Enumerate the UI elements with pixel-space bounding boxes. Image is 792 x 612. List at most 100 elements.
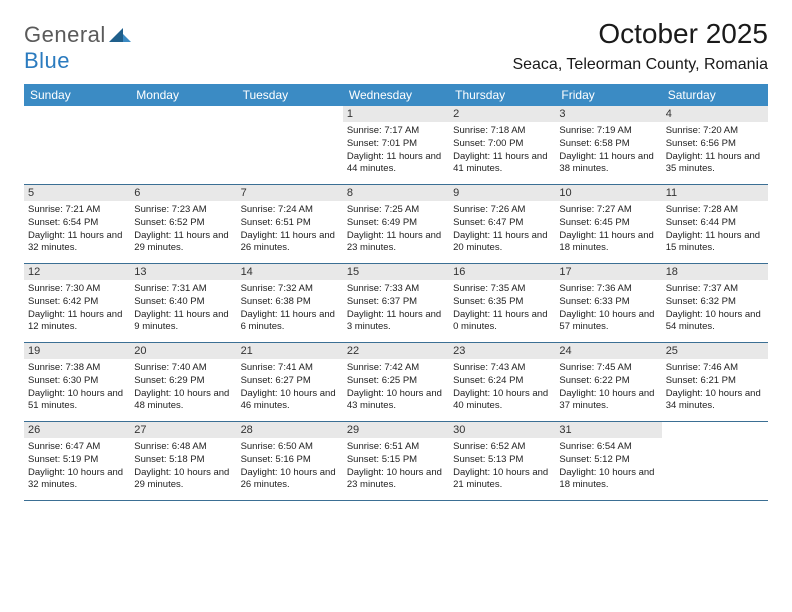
day-number: 25 <box>662 343 768 359</box>
day-number: 23 <box>449 343 555 359</box>
day-number: 21 <box>237 343 343 359</box>
day-number: 2 <box>449 106 555 122</box>
day-number: 8 <box>343 185 449 201</box>
day-number: 27 <box>130 422 236 438</box>
day-number: 1 <box>343 106 449 122</box>
day-cell: 20 Sunrise: 7:40 AMSunset: 6:29 PMDayligh… <box>130 343 236 421</box>
day-number: 18 <box>662 264 768 280</box>
day-number: 26 <box>24 422 130 438</box>
day-header: Tuesday <box>237 84 343 106</box>
month-title: October 2025 <box>512 18 768 50</box>
location: Seaca, Teleorman County, Romania <box>512 56 768 74</box>
day-cell: 11Sunrise: 7:28 AMSunset: 6:44 PMDayligh… <box>662 185 768 263</box>
day-cell: 10 Sunrise: 7:27 AMSunset: 6:45 PMDayligh… <box>555 185 661 263</box>
day-info: Sunrise: 7:23 AMSunset: 6:52 PMDaylight:… <box>134 204 232 255</box>
day-info: Sunrise: 7:27 AMSunset: 6:45 PMDaylight:… <box>559 204 657 255</box>
logo-text: General Blue <box>24 22 131 74</box>
day-cell: 26 Sunrise: 6:47 AMSunset: 5:19 PMDayligh… <box>24 422 130 500</box>
day-header-row: SundayMondayTuesdayWednesdayThursdayFrid… <box>24 84 768 106</box>
logo-triangle-icon <box>109 29 131 46</box>
day-cell <box>130 106 236 184</box>
day-cell: 4 Sunrise: 7:20 AMSunset: 6:56 PMDaylight… <box>662 106 768 184</box>
week-row: 19 Sunrise: 7:38 AMSunset: 6:30 PMDayligh… <box>24 343 768 422</box>
day-number: 28 <box>237 422 343 438</box>
day-cell: 21 Sunrise: 7:41 AMSunset: 6:27 PMDayligh… <box>237 343 343 421</box>
day-info: Sunrise: 6:47 AMSunset: 5:19 PMDaylight:… <box>28 441 126 492</box>
day-header: Monday <box>130 84 236 106</box>
day-number: 30 <box>449 422 555 438</box>
day-number: 19 <box>24 343 130 359</box>
day-cell: 7Sunrise: 7:24 AMSunset: 6:51 PMDaylight… <box>237 185 343 263</box>
day-cell: 31 Sunrise: 6:54 AMSunset: 5:12 PMDayligh… <box>555 422 661 500</box>
day-header: Sunday <box>24 84 130 106</box>
day-number: 12 <box>24 264 130 280</box>
day-cell: 1 Sunrise: 7:17 AMSunset: 7:01 PMDaylight… <box>343 106 449 184</box>
day-info: Sunrise: 7:46 AMSunset: 6:21 PMDaylight:… <box>666 362 764 413</box>
day-cell: 22Sunrise: 7:42 AMSunset: 6:25 PMDayligh… <box>343 343 449 421</box>
day-cell: 25 Sunrise: 7:46 AMSunset: 6:21 PMDayligh… <box>662 343 768 421</box>
day-info: Sunrise: 7:41 AMSunset: 6:27 PMDaylight:… <box>241 362 339 413</box>
day-info: Sunrise: 6:52 AMSunset: 5:13 PMDaylight:… <box>453 441 551 492</box>
day-cell: 16Sunrise: 7:35 AMSunset: 6:35 PMDayligh… <box>449 264 555 342</box>
day-info: Sunrise: 7:40 AMSunset: 6:29 PMDaylight:… <box>134 362 232 413</box>
day-info: Sunrise: 7:18 AMSunset: 7:00 PMDaylight:… <box>453 125 551 176</box>
day-cell: 8Sunrise: 7:25 AMSunset: 6:49 PMDaylight… <box>343 185 449 263</box>
week-row: 5Sunrise: 7:21 AMSunset: 6:54 PMDaylight… <box>24 185 768 264</box>
week-row: 26 Sunrise: 6:47 AMSunset: 5:19 PMDayligh… <box>24 422 768 501</box>
day-cell: 9 Sunrise: 7:26 AMSunset: 6:47 PMDaylight… <box>449 185 555 263</box>
day-cell <box>24 106 130 184</box>
weeks-body: 1 Sunrise: 7:17 AMSunset: 7:01 PMDaylight… <box>24 106 768 501</box>
day-number: 31 <box>555 422 661 438</box>
day-header: Wednesday <box>343 84 449 106</box>
day-cell: 5Sunrise: 7:21 AMSunset: 6:54 PMDaylight… <box>24 185 130 263</box>
week-row: 1 Sunrise: 7:17 AMSunset: 7:01 PMDaylight… <box>24 106 768 185</box>
logo-general: General <box>24 22 106 47</box>
day-info: Sunrise: 7:17 AMSunset: 7:01 PMDaylight:… <box>347 125 445 176</box>
day-cell: 24Sunrise: 7:45 AMSunset: 6:22 PMDayligh… <box>555 343 661 421</box>
day-cell: 14 Sunrise: 7:32 AMSunset: 6:38 PMDayligh… <box>237 264 343 342</box>
day-info: Sunrise: 7:36 AMSunset: 6:33 PMDaylight:… <box>559 283 657 334</box>
day-info: Sunrise: 7:43 AMSunset: 6:24 PMDaylight:… <box>453 362 551 413</box>
day-cell: 28Sunrise: 6:50 AMSunset: 5:16 PMDayligh… <box>237 422 343 500</box>
logo-blue: Blue <box>24 48 70 73</box>
day-info: Sunrise: 7:32 AMSunset: 6:38 PMDaylight:… <box>241 283 339 334</box>
day-header: Thursday <box>449 84 555 106</box>
day-info: Sunrise: 7:35 AMSunset: 6:35 PMDaylight:… <box>453 283 551 334</box>
day-cell: 13Sunrise: 7:31 AMSunset: 6:40 PMDayligh… <box>130 264 236 342</box>
title-area: October 2025 Seaca, Teleorman County, Ro… <box>512 18 768 74</box>
day-info: Sunrise: 7:30 AMSunset: 6:42 PMDaylight:… <box>28 283 126 334</box>
day-number: 22 <box>343 343 449 359</box>
day-number: 7 <box>237 185 343 201</box>
day-cell: 2 Sunrise: 7:18 AMSunset: 7:00 PMDaylight… <box>449 106 555 184</box>
day-number: 4 <box>662 106 768 122</box>
day-info: Sunrise: 7:38 AMSunset: 6:30 PMDaylight:… <box>28 362 126 413</box>
day-number: 10 <box>555 185 661 201</box>
day-cell: 30 Sunrise: 6:52 AMSunset: 5:13 PMDayligh… <box>449 422 555 500</box>
day-number: 9 <box>449 185 555 201</box>
day-cell: 27 Sunrise: 6:48 AMSunset: 5:18 PMDayligh… <box>130 422 236 500</box>
logo: General Blue <box>24 22 131 74</box>
day-number: 20 <box>130 343 236 359</box>
day-cell: 18Sunrise: 7:37 AMSunset: 6:32 PMDayligh… <box>662 264 768 342</box>
day-info: Sunrise: 6:48 AMSunset: 5:18 PMDaylight:… <box>134 441 232 492</box>
day-cell: 23 Sunrise: 7:43 AMSunset: 6:24 PMDayligh… <box>449 343 555 421</box>
day-number: 17 <box>555 264 661 280</box>
day-number: 5 <box>24 185 130 201</box>
day-cell <box>662 422 768 500</box>
day-info: Sunrise: 7:20 AMSunset: 6:56 PMDaylight:… <box>666 125 764 176</box>
day-info: Sunrise: 7:33 AMSunset: 6:37 PMDaylight:… <box>347 283 445 334</box>
day-header: Saturday <box>662 84 768 106</box>
day-number: 13 <box>130 264 236 280</box>
day-number: 14 <box>237 264 343 280</box>
day-info: Sunrise: 7:19 AMSunset: 6:58 PMDaylight:… <box>559 125 657 176</box>
day-cell: 15Sunrise: 7:33 AMSunset: 6:37 PMDayligh… <box>343 264 449 342</box>
day-info: Sunrise: 6:54 AMSunset: 5:12 PMDaylight:… <box>559 441 657 492</box>
day-info: Sunrise: 6:51 AMSunset: 5:15 PMDaylight:… <box>347 441 445 492</box>
day-info: Sunrise: 7:28 AMSunset: 6:44 PMDaylight:… <box>666 204 764 255</box>
day-header: Friday <box>555 84 661 106</box>
day-info: Sunrise: 7:26 AMSunset: 6:47 PMDaylight:… <box>453 204 551 255</box>
day-cell: 3Sunrise: 7:19 AMSunset: 6:58 PMDaylight… <box>555 106 661 184</box>
day-number: 29 <box>343 422 449 438</box>
day-cell <box>237 106 343 184</box>
calendar-page: General Blue October 2025 Seaca, Teleorm… <box>0 0 792 501</box>
